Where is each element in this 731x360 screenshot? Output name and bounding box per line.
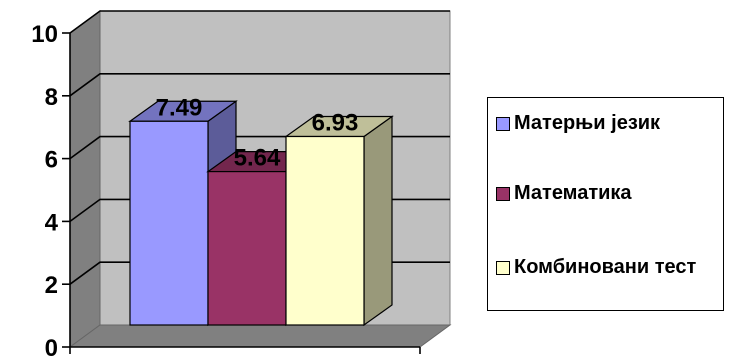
legend-label: Комбиновани тест [514, 256, 697, 278]
legend: Матерњи језик Математика Комбиновани тес… [487, 97, 724, 311]
floor [68, 324, 452, 348]
gridline [69, 73, 450, 97]
legend-label: Матерњи језик [514, 112, 661, 134]
legend-swatch-matematika [496, 187, 510, 201]
y-tick-label: 4 [45, 209, 59, 236]
legend-item-maternji-jezik: Матерњи језик [496, 110, 724, 136]
legend-label: Математика [514, 182, 632, 204]
y-tick-label: 8 [45, 84, 58, 111]
bars [128, 100, 394, 327]
data-label: 6.93 [312, 110, 359, 137]
y-tick-label: 6 [45, 147, 58, 174]
y-tick-label: 2 [45, 272, 58, 299]
bar-front [207, 170, 287, 326]
bar-front [285, 135, 365, 326]
bar-front [129, 120, 209, 326]
bar-side [363, 115, 393, 327]
side-wall [69, 10, 101, 348]
data-labels: 7.49 5.64 6.93 [156, 94, 359, 171]
bar-3 [284, 115, 394, 327]
y-tick-label: 0 [45, 335, 58, 360]
legend-item-kombinovani-test: Комбиновани тест [496, 254, 724, 280]
y-tick-label: 10 [31, 21, 58, 48]
axes [62, 32, 421, 354]
data-label: 7.49 [156, 94, 203, 121]
legend-swatch-kombinovani-test [496, 261, 510, 275]
legend-swatch-maternji-jezik [496, 117, 510, 131]
data-label: 5.64 [234, 145, 281, 172]
gridline [69, 10, 450, 34]
y-tick-labels: 0 2 4 6 8 10 [31, 21, 58, 360]
legend-item-matematika: Математика [496, 180, 724, 206]
